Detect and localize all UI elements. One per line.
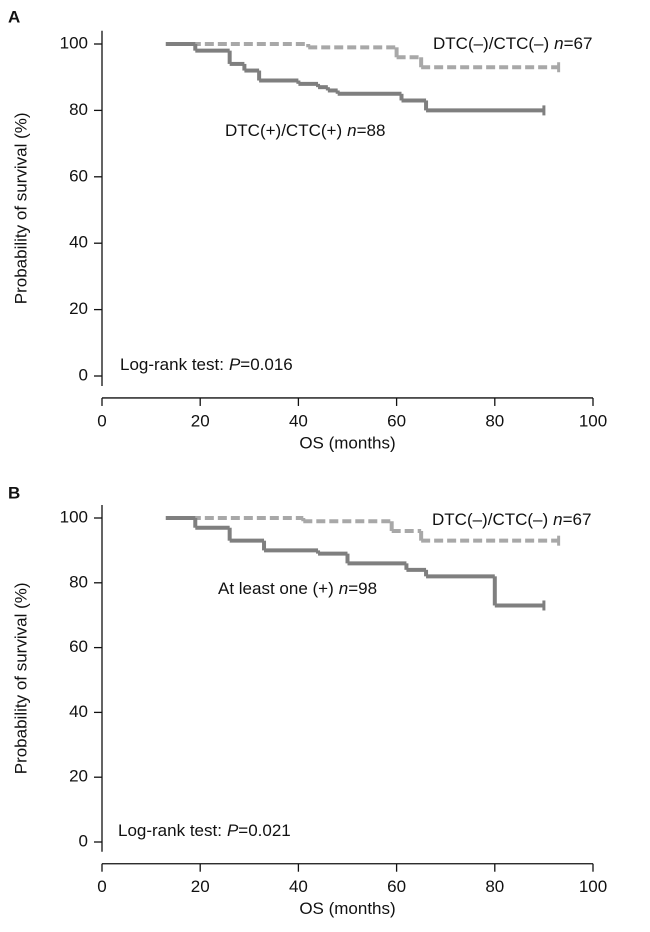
series-label-part: =67 <box>564 34 593 53</box>
x-tick-label: 40 <box>289 411 308 430</box>
y-tick-label: 20 <box>69 299 88 318</box>
series-label: At least one (+) n=98 <box>218 579 377 598</box>
x-axis-label: OS (months) <box>299 433 395 452</box>
x-tick-label: 80 <box>485 411 504 430</box>
series-label-part: At least one (+) <box>218 579 334 598</box>
x-tick-label: 0 <box>97 877 106 896</box>
test-annotation-part: P <box>227 821 239 840</box>
series-label-part: =88 <box>357 121 386 140</box>
series-label-part: n <box>347 121 356 140</box>
series-label: DTC(–)/CTC(–) n=67 <box>433 34 592 53</box>
x-tick-label: 100 <box>579 877 607 896</box>
y-tick-label: 0 <box>79 365 88 384</box>
y-tick-label: 80 <box>69 100 88 119</box>
y-tick-label: 60 <box>69 166 88 185</box>
y-axis-label: Probability of survival (%) <box>11 112 30 304</box>
x-tick-label: 80 <box>485 877 504 896</box>
test-annotation-part: Log-rank test: <box>120 355 224 374</box>
y-axis-label: Probability of survival (%) <box>11 582 30 774</box>
test-annotation-part: Log-rank test: <box>118 821 222 840</box>
series-label: DTC(–)/CTC(–) n=67 <box>432 510 591 529</box>
y-tick-label: 60 <box>69 637 88 656</box>
panel-label: B <box>8 483 20 502</box>
y-tick-label: 80 <box>69 572 88 591</box>
series-label-part: =67 <box>563 510 592 529</box>
series-label-part: n <box>339 579 348 598</box>
y-tick-label: 100 <box>60 507 88 526</box>
y-tick-label: 0 <box>79 831 88 850</box>
series-label-part: DTC(+)/CTC(+) <box>225 121 342 140</box>
y-tick-label: 40 <box>69 702 88 721</box>
x-tick-label: 100 <box>579 411 607 430</box>
series-label-part: DTC(–)/CTC(–) <box>433 34 549 53</box>
y-tick-label: 20 <box>69 767 88 786</box>
series-label-part: =98 <box>348 579 377 598</box>
test-annotation-part: =0.016 <box>240 355 292 374</box>
test-annotation: Log-rank test: P=0.021 <box>118 821 291 840</box>
test-annotation-part: =0.021 <box>238 821 290 840</box>
x-tick-label: 60 <box>387 411 406 430</box>
x-tick-label: 40 <box>289 877 308 896</box>
x-tick-label: 60 <box>387 877 406 896</box>
series-label-part: n <box>554 34 563 53</box>
series-label-part: DTC(–)/CTC(–) <box>432 510 548 529</box>
y-tick-label: 100 <box>60 33 88 52</box>
test-annotation-part: P <box>229 355 241 374</box>
series-label-part: n <box>553 510 562 529</box>
panel-label: A <box>8 7 20 26</box>
test-annotation: Log-rank test: P=0.016 <box>120 355 293 374</box>
series-label: DTC(+)/CTC(+) n=88 <box>225 121 385 140</box>
x-tick-label: 20 <box>191 877 210 896</box>
x-axis-label: OS (months) <box>299 899 395 918</box>
y-tick-label: 40 <box>69 233 88 252</box>
x-tick-label: 20 <box>191 411 210 430</box>
x-tick-label: 0 <box>97 411 106 430</box>
